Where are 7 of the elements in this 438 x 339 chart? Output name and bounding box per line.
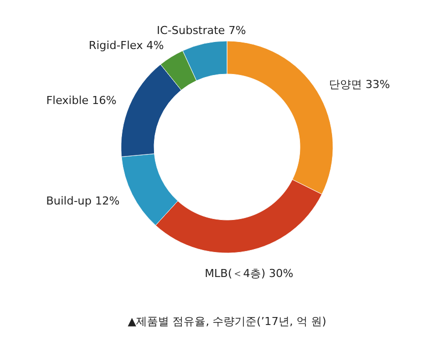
slice-label: Rigid-Flex 4% [88,38,164,52]
slice-label: Build-up 12% [46,194,120,208]
text: ▲제품별 점유율, 수량기준(’17년, 억 원) [128,315,326,328]
slice-label: IC-Substrate 7% [156,24,246,37]
slice-label: MLB(＜4층) 30% [204,266,294,280]
slice-label: 단양면 33% [329,78,390,91]
slice-label: Flexible 16% [46,94,116,108]
